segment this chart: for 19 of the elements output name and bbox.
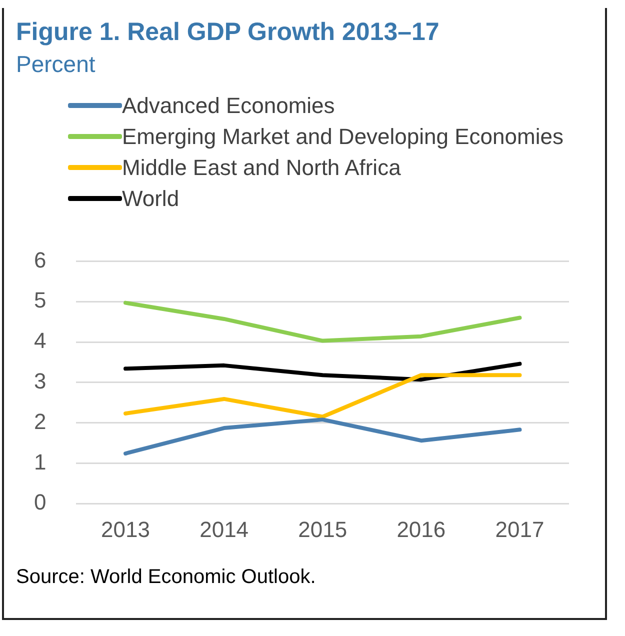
chart-subtitle: Percent <box>16 51 96 78</box>
x-tick-label: 2015 <box>298 516 348 542</box>
y-tick-label: 3 <box>34 368 46 394</box>
x-tick-label: 2014 <box>200 516 249 542</box>
x-tick-label: 2016 <box>396 516 446 542</box>
y-tick-label: 2 <box>34 408 46 434</box>
legend-label: World <box>122 185 180 213</box>
y-tick-label: 1 <box>34 449 46 474</box>
source-note: Source: World Economic Outlook. <box>16 566 317 589</box>
legend-label: Middle East and North Africa <box>122 154 401 182</box>
y-tick-label: 4 <box>34 328 46 354</box>
legend-label: Advanced Economies <box>122 92 335 120</box>
x-tick-label: 2013 <box>101 516 150 542</box>
y-tick-label: 0 <box>34 490 46 515</box>
y-tick-label: 5 <box>34 288 46 313</box>
x-tick-label: 2017 <box>495 516 544 542</box>
y-tick-label: 6 <box>34 247 46 272</box>
chart-title: Figure 1. Real GDP Growth 2013–17 <box>16 18 440 47</box>
legend-label: Emerging Market and Developing Economies <box>122 123 564 151</box>
